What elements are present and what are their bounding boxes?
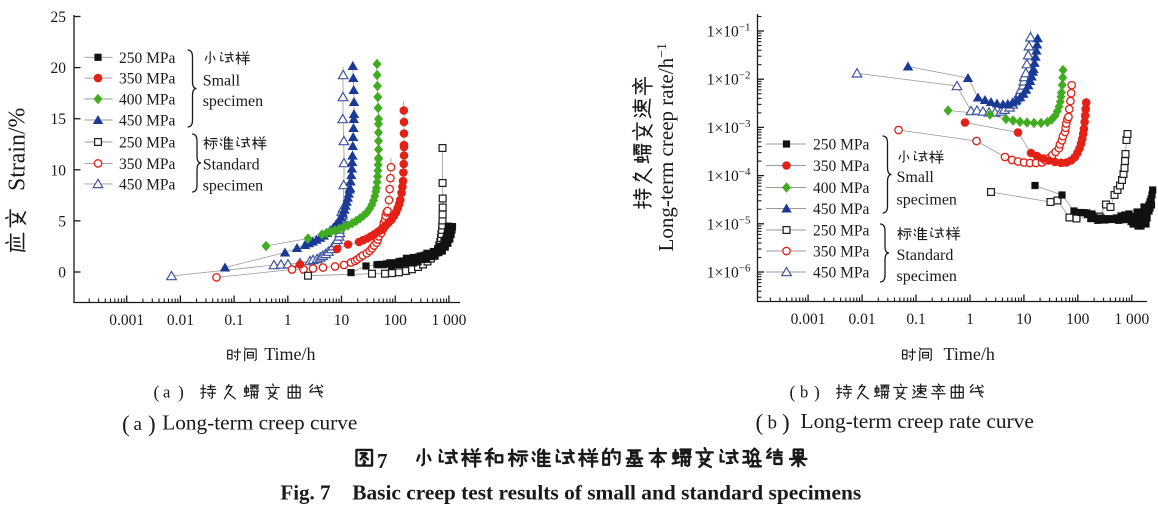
svg-text:1 000: 1 000	[1114, 311, 1149, 328]
svg-text:Small: Small	[897, 169, 935, 186]
svg-text:350 MPa: 350 MPa	[813, 244, 870, 261]
svg-text:): )	[814, 382, 820, 402]
svg-text:350 MPa: 350 MPa	[813, 158, 870, 175]
svg-text:(: (	[154, 382, 160, 402]
svg-text:Long-term creep rate curve: Long-term creep rate curve	[801, 409, 1034, 433]
svg-text:10: 10	[334, 312, 350, 329]
svg-text:Time/h: Time/h	[264, 344, 315, 364]
svg-text:a: a	[163, 383, 171, 402]
svg-text:a: a	[134, 414, 143, 435]
svg-text:b: b	[800, 383, 808, 402]
svg-text:7: 7	[377, 449, 388, 473]
svg-text:Long-term creep rate/h−1: Long-term creep rate/h−1	[654, 43, 678, 251]
svg-text:10: 10	[51, 162, 67, 179]
svg-text:(: (	[122, 412, 130, 437]
svg-text:Standard: Standard	[203, 157, 260, 174]
svg-text:Basic creep test results of sm: Basic creep test results of small and st…	[352, 480, 861, 504]
svg-text:350 MPa: 350 MPa	[119, 71, 176, 88]
svg-text:0.1: 0.1	[224, 312, 243, 329]
svg-text:Strain/%: Strain/%	[5, 108, 31, 191]
svg-text:250 MPa: 250 MPa	[119, 50, 176, 67]
svg-text:100: 100	[1066, 311, 1090, 328]
svg-text:Time/h: Time/h	[944, 344, 995, 364]
svg-text:5: 5	[58, 213, 66, 230]
svg-text:100: 100	[384, 312, 408, 329]
svg-text:1: 1	[966, 311, 974, 328]
svg-text:(: (	[756, 410, 764, 435]
svg-text:350 MPa: 350 MPa	[119, 156, 176, 173]
svg-text:450 MPa: 450 MPa	[813, 201, 870, 218]
svg-text:450 MPa: 450 MPa	[119, 113, 176, 130]
svg-text:20: 20	[51, 60, 67, 77]
svg-text:specimen: specimen	[203, 178, 263, 195]
svg-text:250 MPa: 250 MPa	[813, 223, 870, 240]
svg-text:): )	[782, 410, 790, 435]
svg-text:specimen: specimen	[897, 192, 957, 209]
svg-text:): )	[148, 412, 156, 437]
svg-text:0.001: 0.001	[791, 311, 826, 328]
svg-text:0.1: 0.1	[906, 311, 925, 328]
svg-text:10: 10	[1016, 311, 1032, 328]
svg-text:25: 25	[51, 9, 67, 26]
svg-text:Standard: Standard	[897, 247, 954, 264]
svg-text:): )	[178, 382, 184, 402]
svg-text:Fig. 7: Fig. 7	[280, 480, 330, 504]
svg-text:400 MPa: 400 MPa	[813, 180, 870, 197]
svg-text:450 MPa: 450 MPa	[119, 176, 176, 193]
svg-text:specimen: specimen	[897, 268, 957, 285]
svg-text:15: 15	[51, 111, 67, 128]
svg-text:(: (	[790, 382, 796, 402]
svg-text:specimen: specimen	[203, 93, 263, 110]
svg-text:0.01: 0.01	[167, 312, 194, 329]
svg-text:Small: Small	[203, 73, 241, 90]
svg-text:450 MPa: 450 MPa	[813, 265, 870, 282]
svg-text:1 000: 1 000	[431, 312, 466, 329]
svg-text:250 MPa: 250 MPa	[813, 137, 870, 154]
svg-text:b: b	[768, 412, 778, 433]
svg-text:400 MPa: 400 MPa	[119, 92, 176, 109]
svg-text:0.001: 0.001	[109, 312, 144, 329]
svg-text:0: 0	[58, 265, 66, 282]
svg-text:250 MPa: 250 MPa	[119, 135, 176, 152]
svg-text:0.01: 0.01	[849, 311, 876, 328]
svg-text:1: 1	[284, 312, 292, 329]
svg-text:Long-term creep curve: Long-term creep curve	[162, 411, 357, 435]
